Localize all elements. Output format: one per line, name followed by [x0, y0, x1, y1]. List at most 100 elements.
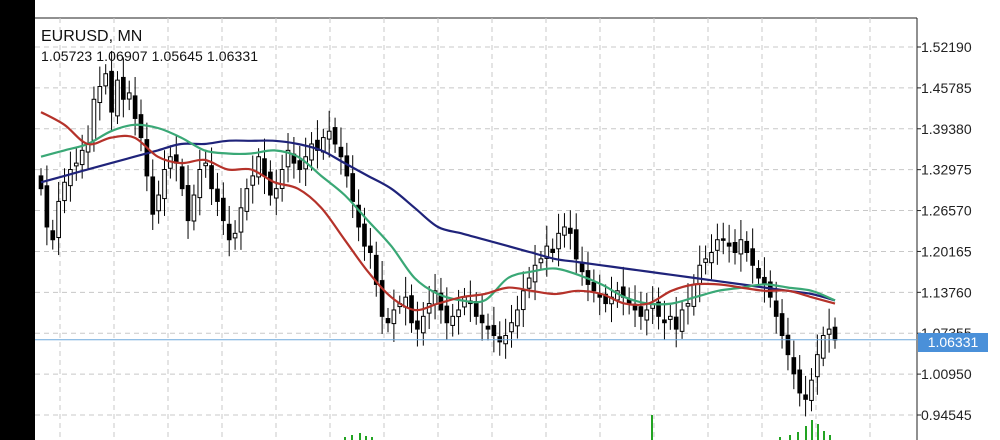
- price-tick-label: 1.00950: [921, 366, 972, 382]
- candles: [38, 50, 838, 417]
- candle-body: [532, 264, 538, 283]
- candle-body: [179, 166, 185, 190]
- candle-body: [191, 194, 197, 222]
- candle-body: [415, 320, 420, 330]
- price-tick-label: 1.26570: [921, 203, 972, 219]
- candle-body: [91, 98, 97, 141]
- candle-body: [485, 325, 491, 330]
- candle-body: [473, 301, 479, 317]
- candle-body: [132, 95, 138, 119]
- candle-body: [568, 227, 573, 234]
- symbol-label: EURUSD, MN: [41, 28, 143, 45]
- candle-body: [820, 334, 826, 359]
- ohlc-values: 1.05723 1.06907 1.05645 1.06331: [41, 48, 259, 64]
- moving-average-line-2: [40, 123, 836, 306]
- candle-body: [350, 173, 356, 202]
- candle-body: [326, 130, 332, 140]
- candle-body: [79, 149, 85, 166]
- candle-body: [644, 309, 650, 321]
- volume-bars: [344, 415, 831, 440]
- candle-body: [815, 354, 820, 378]
- candle-body: [591, 281, 597, 292]
- candle-body: [238, 207, 244, 233]
- candle-body: [150, 176, 156, 215]
- candle-body: [573, 229, 579, 260]
- candle-body: [315, 139, 320, 151]
- candle-body: [362, 223, 367, 247]
- candle-body: [215, 188, 220, 202]
- candle-body: [732, 242, 738, 253]
- candle-body: [491, 325, 497, 336]
- candle-body: [126, 92, 132, 100]
- price-tick-label: 1.32975: [921, 162, 972, 178]
- candle-body: [121, 76, 126, 100]
- candle-body: [515, 309, 520, 327]
- current-price-tag: 1.06331: [918, 333, 988, 352]
- candle-body: [44, 185, 50, 228]
- candle-body: [826, 328, 832, 335]
- candle-body: [232, 232, 238, 239]
- candle-body: [268, 171, 273, 196]
- candle-body: [109, 70, 114, 113]
- candle-body: [162, 169, 167, 200]
- price-axis: 1.52190 1.45785 1.39380 1.32975 1.26570 1.201…: [917, 39, 972, 423]
- candle-body: [562, 226, 567, 236]
- candle-body: [226, 223, 232, 241]
- candle-body: [738, 239, 744, 255]
- grid: [35, 17, 918, 440]
- candle-body: [50, 230, 56, 241]
- candle-body: [279, 169, 285, 189]
- candle-body: [250, 175, 256, 186]
- candle-body: [385, 318, 391, 324]
- candle-body: [115, 79, 120, 117]
- candle-body: [526, 277, 532, 289]
- candle-body: [809, 379, 814, 401]
- candle-body: [785, 334, 791, 356]
- candle-body: [420, 315, 426, 334]
- candle-body: [520, 290, 526, 311]
- candle-body: [773, 300, 779, 317]
- candle-body: [256, 156, 261, 178]
- price-tick-label: 1.45785: [921, 80, 972, 96]
- candle-body: [73, 162, 79, 167]
- candle-body: [679, 309, 685, 332]
- candle-body: [638, 306, 644, 317]
- candle-body: [685, 303, 691, 307]
- candle-body: [832, 326, 838, 341]
- candle-body: [368, 245, 373, 253]
- candle-body: [509, 322, 514, 333]
- price-tick-label: 1.52190: [921, 39, 972, 55]
- candle-body: [197, 169, 203, 199]
- candle-body: [544, 245, 550, 259]
- candle-body: [185, 185, 191, 222]
- candle-body: [332, 127, 338, 145]
- candle-body: [103, 73, 109, 87]
- price-tick-label: 0.94545: [921, 407, 972, 423]
- candle-body: [715, 239, 720, 251]
- candle-body: [726, 242, 732, 247]
- candle-body: [391, 309, 397, 325]
- candle-body: [691, 283, 697, 307]
- candle-body: [138, 114, 144, 139]
- candle-body: [456, 309, 461, 318]
- candle-body: [803, 394, 808, 400]
- candle-body: [791, 357, 797, 375]
- candle-body: [797, 369, 803, 394]
- candle-body: [709, 251, 714, 264]
- candle-body: [744, 240, 750, 253]
- candle-body: [667, 315, 673, 320]
- candle-body: [356, 204, 361, 228]
- price-tick-label: 1.39380: [921, 121, 972, 137]
- candle-body: [479, 314, 485, 324]
- candle-body: [338, 146, 344, 158]
- candle-body: [373, 254, 379, 285]
- candle-body: [750, 248, 755, 266]
- candle-body: [297, 160, 303, 171]
- candle-body: [673, 316, 679, 330]
- candle-body: [550, 248, 556, 253]
- candle-body: [756, 267, 761, 279]
- candle-body: [56, 200, 61, 239]
- candle-body: [662, 319, 667, 324]
- candle-body: [779, 313, 785, 336]
